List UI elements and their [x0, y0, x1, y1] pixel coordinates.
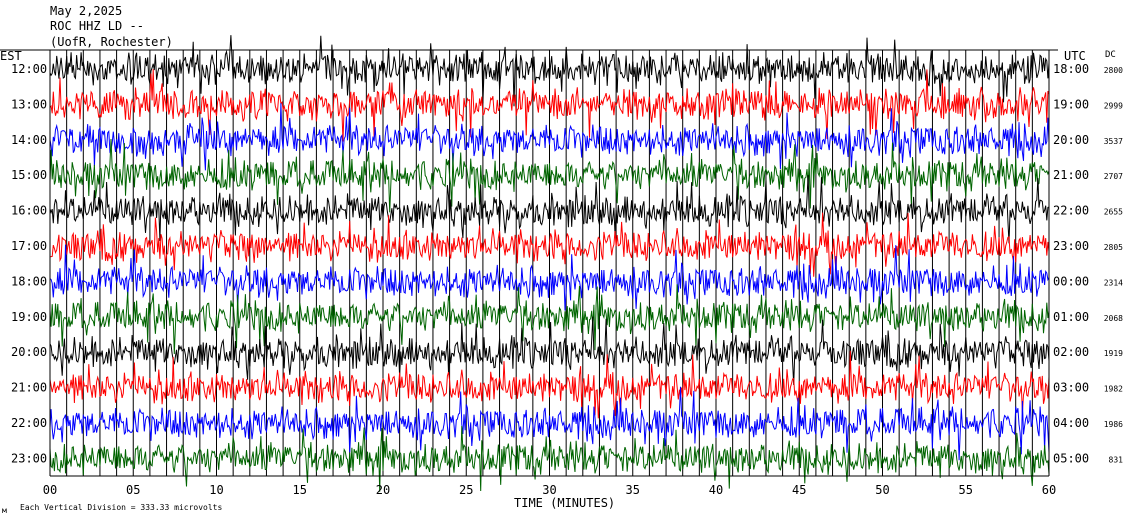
x-tick-60: 60: [1042, 483, 1056, 497]
dc-offset-label: 1982: [1104, 385, 1123, 394]
chart-title: May 2,2025: [50, 4, 123, 18]
x-tick-45: 45: [792, 483, 806, 497]
dc-offset-label: 1986: [1104, 420, 1123, 429]
dc-offset-label: 2805: [1104, 243, 1123, 252]
est-label-background: [0, 132, 49, 147]
dc-offset-label: 2707: [1104, 172, 1123, 181]
est-label-background: [0, 380, 49, 395]
x-tick-00: 00: [43, 483, 57, 497]
axis-labels: 12:00 18:00 2800 13:00 19:00 2999 14:00 20:00 35…: [0, 62, 1124, 466]
est-hour-label: 12:00: [11, 62, 47, 76]
utc-hour-label: 22:00: [1053, 204, 1089, 218]
trace-row-1900: [49, 284, 1050, 355]
est-label-background: [0, 168, 49, 183]
dc-offset-label: 1919: [1104, 349, 1123, 358]
est-hour-label: 21:00: [11, 381, 47, 395]
est-label-background: [0, 239, 49, 253]
x-tick-20: 20: [376, 483, 390, 497]
trace-row-1200: [49, 35, 1050, 107]
utc-hour-label: 05:00: [1053, 451, 1089, 465]
est-hour-label: 20:00: [11, 345, 47, 359]
trace-row-2300: [49, 425, 1050, 492]
est-label-background: [0, 62, 49, 76]
est-hour-label: 19:00: [11, 310, 47, 324]
est-hour-label: 22:00: [11, 416, 47, 430]
x-tick-05: 05: [126, 483, 140, 497]
x-tick-50: 50: [875, 483, 889, 497]
utc-hour-label: 04:00: [1053, 416, 1089, 430]
x-tick-labels: 00 05 10 15 20 25 30 35 40 45 50 55 60: [43, 483, 1056, 497]
trace-row-1800: [49, 244, 1050, 311]
est-hour-label: 13:00: [11, 97, 47, 111]
trace-row-1500: [49, 138, 1050, 213]
x-tick-25: 25: [459, 483, 473, 497]
est-hour-label: 18:00: [11, 274, 47, 288]
est-label-background: [0, 416, 49, 430]
utc-hour-label: 02:00: [1053, 345, 1089, 359]
plot-frame: [0, 49, 1058, 477]
trace-row-1700: [49, 212, 1050, 277]
dc-offset-label: 831: [1109, 455, 1124, 464]
est-label-background: [0, 203, 49, 218]
utc-hour-label: 18:00: [1053, 62, 1089, 76]
utc-hour-label: 21:00: [1053, 168, 1089, 182]
utc-hour-label: 23:00: [1053, 239, 1089, 253]
x-tick-15: 15: [293, 483, 307, 497]
trace-row-2200: [49, 386, 1050, 461]
est-label-background: [0, 345, 49, 360]
right-axis-title: UTC: [1064, 49, 1086, 63]
x-tick-30: 30: [542, 483, 556, 497]
x-tick-40: 40: [709, 483, 723, 497]
dc-offset-label: 3537: [1104, 137, 1123, 146]
x-tick-35: 35: [626, 483, 640, 497]
dc-offset-label: 2999: [1104, 101, 1123, 110]
utc-hour-label: 01:00: [1053, 310, 1089, 324]
station-code: ROC HHZ LD --: [50, 19, 144, 33]
trace-row-1300: [49, 69, 1050, 142]
left-axis-title: EST: [0, 49, 22, 63]
utc-hour-label: 20:00: [1053, 133, 1089, 147]
utc-hour-label: 19:00: [1053, 97, 1089, 111]
dc-axis-title: DC: [1105, 50, 1116, 60]
scale-note: Each Vertical Division = 333.33 microvol…: [20, 503, 223, 512]
est-label-background: [0, 309, 49, 324]
est-hour-label: 17:00: [11, 239, 47, 253]
seismic-traces: [49, 35, 1050, 492]
est-label-background: [0, 451, 49, 466]
x-axis-label: TIME (MINUTES): [514, 496, 616, 510]
trace-row-1600: [49, 175, 1050, 244]
scale-icon: м: [2, 506, 7, 515]
x-tick-55: 55: [959, 483, 973, 497]
est-hour-label: 23:00: [11, 451, 47, 465]
trace-row-1400: [49, 103, 1050, 171]
est-label-background: [0, 274, 49, 289]
dc-offset-label: 2655: [1104, 208, 1123, 217]
dc-offset-label: 2314: [1104, 278, 1123, 287]
trace-row-2000: [49, 316, 1050, 386]
dc-offset-label: 2800: [1104, 66, 1123, 75]
utc-hour-label: 03:00: [1053, 381, 1089, 395]
station-location: (UofR, Rochester): [50, 35, 173, 49]
trace-row-2100: [49, 350, 1050, 419]
x-tick-10: 10: [209, 483, 223, 497]
est-hour-label: 14:00: [11, 133, 47, 147]
utc-hour-label: 00:00: [1053, 274, 1089, 288]
dc-offset-label: 2068: [1104, 314, 1123, 323]
est-hour-label: 16:00: [11, 204, 47, 218]
est-hour-label: 15:00: [11, 168, 47, 182]
est-label-background: [0, 97, 49, 112]
